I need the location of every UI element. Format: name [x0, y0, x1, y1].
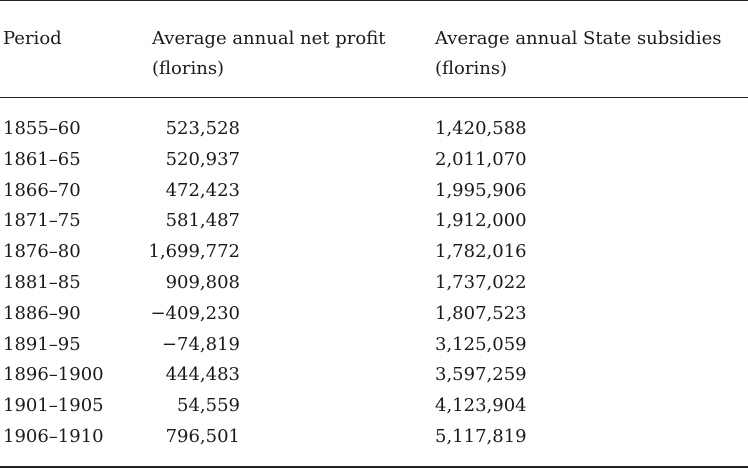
cell-net-profit: 54,559: [177, 395, 240, 417]
cell-net-profit: 472,423: [165, 179, 240, 201]
header-period: Period: [3, 24, 62, 54]
cell-state-subsidy: 1,807,523: [435, 302, 527, 324]
table-row: 1901–1905 54,559 4,123,904: [0, 391, 748, 422]
cell-state-subsidy: 3,125,059: [435, 333, 527, 355]
table-row: 1906–1910 796,501 5,117,819: [0, 422, 748, 453]
cell-period: 1876–80: [3, 241, 81, 263]
cell-period: 1866–70: [3, 179, 81, 201]
cell-period: 1871–75: [3, 210, 81, 232]
cell-net-profit: 581,487: [165, 210, 240, 232]
cell-period: 1906–1910: [3, 425, 104, 447]
header-net-profit: Average annual net profit (florins): [152, 24, 385, 84]
cell-net-profit: 444,483: [165, 364, 240, 386]
cell-state-subsidy: 3,597,259: [435, 364, 527, 386]
cell-net-profit: 796,501: [165, 425, 240, 447]
header-net-profit-line2: (florins): [152, 58, 225, 79]
table-row: 1881–85 909,808 1,737,022: [0, 268, 748, 299]
cell-net-profit: 909,808: [165, 271, 240, 293]
table-row: 1886–90 −409,230 1,807,523: [0, 299, 748, 330]
table-row: 1855–60 523,528 1,420,588: [0, 114, 748, 145]
header-rule: [0, 97, 748, 98]
cell-state-subsidy: 1,420,588: [435, 118, 527, 139]
table-row: 1891–95 −74,819 3,125,059: [0, 330, 748, 361]
cell-net-profit: 520,937: [165, 148, 240, 170]
header-state-subsidies-line2: (florins): [435, 58, 508, 79]
header-period-label: Period: [3, 28, 62, 49]
top-rule: [0, 0, 748, 1]
cell-net-profit: 1,699,772: [148, 241, 240, 263]
bottom-rule: [0, 466, 748, 468]
cell-state-subsidy: 1,737,022: [435, 271, 527, 293]
cell-state-subsidy: 4,123,904: [435, 395, 527, 417]
cell-period: 1855–60: [3, 118, 81, 139]
cell-period: 1886–90: [3, 302, 81, 324]
table-row: 1876–80 1,699,772 1,782,016: [0, 237, 748, 268]
cell-period: 1901–1905: [3, 395, 104, 417]
cell-period: 1861–65: [3, 148, 81, 170]
cell-state-subsidy: 1,995,906: [435, 179, 527, 201]
cell-state-subsidy: 2,011,070: [435, 148, 527, 170]
cell-period: 1891–95: [3, 333, 81, 355]
cell-net-profit: 523,528: [165, 118, 240, 139]
table-row: 1861–65 520,937 2,011,070: [0, 145, 748, 176]
table-body: 1855–60 523,528 1,420,588 1861–65 520,93…: [0, 114, 748, 453]
cell-net-profit: −74,819: [161, 333, 240, 355]
table-row: 1866–70 472,423 1,995,906: [0, 176, 748, 207]
cell-state-subsidy: 1,782,016: [435, 241, 527, 263]
header-net-profit-line1: Average annual net profit: [152, 28, 386, 49]
cell-period: 1881–85: [3, 271, 81, 293]
cell-state-subsidy: 5,117,819: [435, 425, 527, 447]
cell-state-subsidy: 1,912,000: [435, 210, 527, 232]
cell-period: 1896–1900: [3, 364, 104, 386]
header-state-subsidies-line1: Average annual State subsidies: [435, 28, 722, 49]
table-row: 1896–1900 444,483 3,597,259: [0, 360, 748, 391]
header-state-subsidies: Average annual State subsidies (florins): [435, 24, 721, 84]
cell-net-profit: −409,230: [150, 302, 240, 324]
table-row: 1871–75 581,487 1,912,000: [0, 206, 748, 237]
